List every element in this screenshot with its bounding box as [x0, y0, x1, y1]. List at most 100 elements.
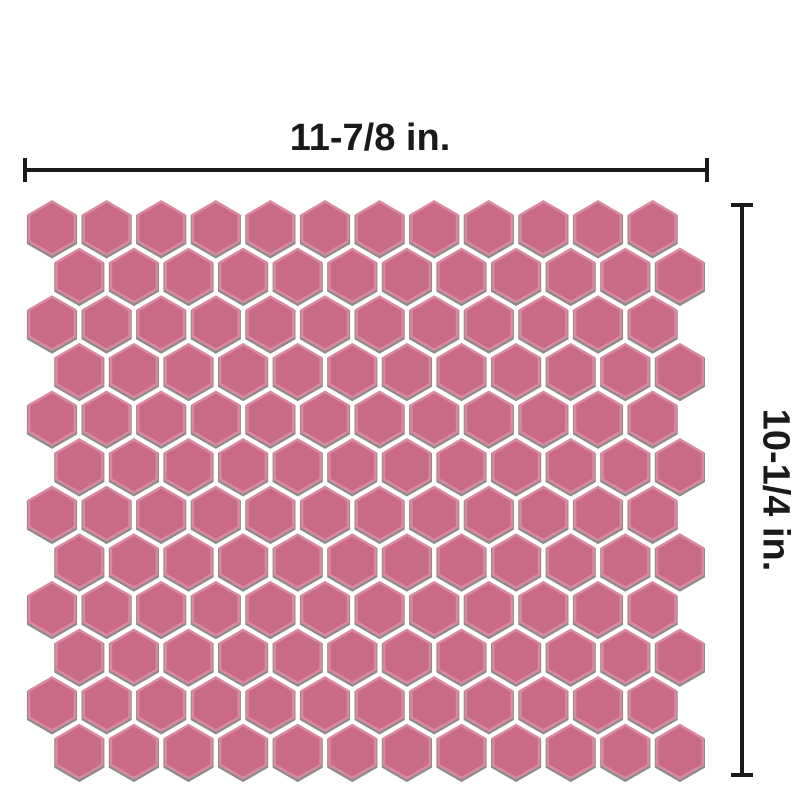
- hex-tile: [491, 342, 541, 399]
- hex-tile: [491, 628, 541, 685]
- hex-tile: [55, 247, 104, 304]
- hex-tile: [164, 723, 213, 780]
- hex-tile: [355, 390, 404, 447]
- hex-tile: [519, 676, 568, 732]
- hex-tile: [191, 295, 240, 352]
- hex-tile: [382, 723, 432, 780]
- hex-tile: [573, 676, 623, 732]
- hex-tile: [191, 200, 240, 256]
- hex-tile: [546, 438, 595, 494]
- hex-tile: [328, 533, 377, 590]
- hex-tile: [164, 628, 213, 685]
- hex-tile: [491, 533, 541, 590]
- hex-tile: [164, 533, 213, 590]
- hex-tile: [82, 390, 131, 447]
- hex-tile: [601, 342, 650, 399]
- hex-tile: [273, 247, 322, 304]
- hex-tile: [437, 533, 486, 590]
- hex-tile: [109, 247, 159, 304]
- hex-tile: [464, 676, 513, 732]
- hex-tile: [300, 200, 350, 256]
- hex-tile: [137, 676, 186, 732]
- hex-tile: [191, 676, 240, 732]
- hex-tile: [300, 580, 350, 637]
- hex-tile: [355, 295, 404, 352]
- hex-tile: [410, 580, 459, 637]
- hex-tile: [573, 390, 623, 447]
- hex-tile: [55, 438, 104, 494]
- hex-tile: [628, 295, 677, 352]
- hex-tile: [546, 247, 595, 304]
- hex-tile: [109, 723, 159, 780]
- hex-tile: [137, 295, 186, 352]
- hex-tile: [82, 295, 131, 352]
- hex-tile: [491, 723, 541, 780]
- hex-tile-sheet: [26, 200, 705, 783]
- hex-tile: [27, 485, 77, 542]
- hex-tile: [218, 628, 268, 685]
- hex-tile: [519, 200, 568, 256]
- hex-tile: [273, 628, 322, 685]
- hex-tile: [655, 342, 705, 399]
- hex-tile: [328, 628, 377, 685]
- hex-tile: [246, 580, 295, 637]
- hex-tile: [437, 628, 486, 685]
- hex-tile: [27, 200, 77, 256]
- hex-tile: [655, 723, 705, 780]
- hex-tile: [55, 342, 104, 399]
- hex-tile: [27, 580, 77, 637]
- hex-tile: [137, 200, 186, 256]
- hex-tile: [55, 723, 104, 780]
- hex-tile: [164, 247, 213, 304]
- hex-tile: [137, 390, 186, 447]
- hex-tile: [191, 390, 240, 447]
- hex-tile: [464, 295, 513, 352]
- hex-tile: [109, 342, 159, 399]
- hex-tile: [519, 295, 568, 352]
- hex-tile: [628, 200, 677, 256]
- hex-tile: [410, 200, 459, 256]
- hex-tile: [328, 342, 377, 399]
- hex-tile: [82, 485, 131, 542]
- hex-tile: [437, 723, 486, 780]
- hex-tile: [628, 485, 677, 542]
- hex-tile: [546, 533, 595, 590]
- hex-tile: [355, 676, 404, 732]
- hex-tile: [382, 628, 432, 685]
- hex-tile: [191, 580, 240, 637]
- hex-tile: [273, 723, 322, 780]
- hex-tile: [573, 200, 623, 256]
- hex-tile: [546, 342, 595, 399]
- hex-tile: [246, 390, 295, 447]
- hex-tile: [109, 533, 159, 590]
- hex-tile: [491, 438, 541, 494]
- hex-tile: [328, 438, 377, 494]
- hex-tile: [573, 485, 623, 542]
- hex-tile: [246, 295, 295, 352]
- hex-tile: [300, 295, 350, 352]
- hex-tile: [410, 295, 459, 352]
- hex-tile: [655, 533, 705, 590]
- hex-tile: [109, 628, 159, 685]
- hex-tile: [82, 580, 131, 637]
- hex-tile: [355, 200, 404, 256]
- hex-tile: [82, 200, 131, 256]
- hex-tile: [246, 200, 295, 256]
- hex-tile: [382, 342, 432, 399]
- hex-tile: [164, 438, 213, 494]
- hex-tile: [546, 723, 595, 780]
- hex-tile: [655, 438, 705, 494]
- hex-tile: [355, 580, 404, 637]
- hex-tile: [300, 676, 350, 732]
- hex-tile: [410, 485, 459, 542]
- hex-tile: [27, 390, 77, 447]
- hex-tile: [546, 628, 595, 685]
- width-label: 11-7/8 in.: [289, 117, 451, 159]
- hex-tile: [218, 342, 268, 399]
- hex-tile: [601, 438, 650, 494]
- dimension-lines: [23, 158, 753, 777]
- hex-tile: [655, 628, 705, 685]
- hex-tile: [191, 485, 240, 542]
- hex-tile: [218, 533, 268, 590]
